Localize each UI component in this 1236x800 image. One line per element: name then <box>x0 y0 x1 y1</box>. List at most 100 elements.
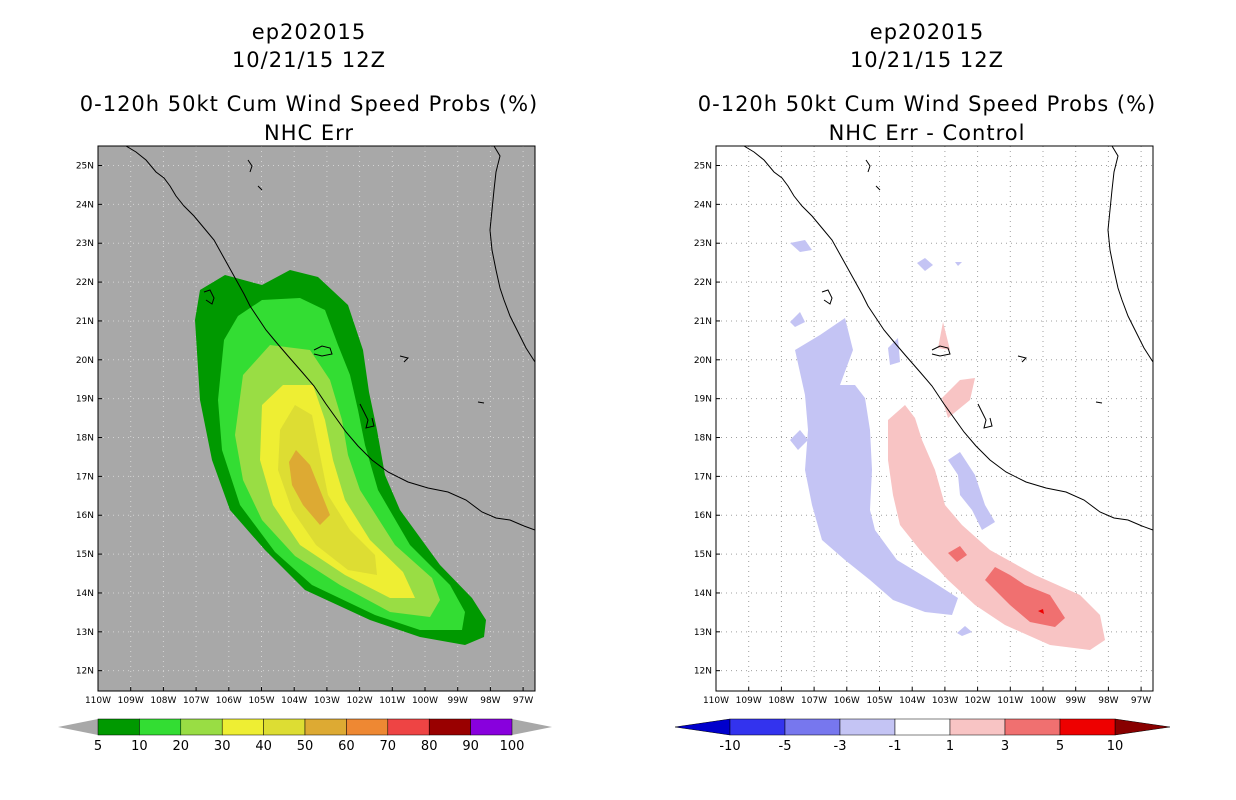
island-outline <box>977 403 993 429</box>
colorbar-label: -5 <box>779 739 792 754</box>
lon-tick-label: 98W <box>480 696 500 706</box>
colorbar-swatch <box>839 718 896 736</box>
colorbar-extend-low <box>674 718 731 736</box>
lat-tick-label: 15N <box>76 550 94 560</box>
diff-pos-3to5-blob <box>948 546 967 562</box>
lat-tick-label: 16N <box>76 511 94 521</box>
colorbar-label: 5 <box>94 739 102 754</box>
island-outline <box>875 185 881 191</box>
lat-tick-label: 14N <box>76 589 94 599</box>
lon-tick-label: 105W <box>866 696 892 706</box>
lon-tick-label: 102W <box>965 696 991 706</box>
colorbar-label: 40 <box>255 739 272 754</box>
island-outline <box>931 345 951 357</box>
island-outline <box>257 185 263 191</box>
prob-40-contour <box>278 405 377 575</box>
coastline-segment <box>743 146 1153 531</box>
diff-neg-blob-4 <box>790 312 805 327</box>
lat-tick-label: 24N <box>694 200 712 210</box>
colorbar-label: -10 <box>719 739 740 754</box>
lon-tick-label: 104W <box>899 696 925 706</box>
lon-tick-label: 109W <box>118 696 144 706</box>
lat-tick-label: 13N <box>76 628 94 638</box>
colorbar-swatch <box>387 718 430 736</box>
left-map-frame <box>97 145 536 692</box>
colorbar-label: 10 <box>1107 739 1124 754</box>
island-outline <box>359 403 375 429</box>
coastline-segment <box>716 44 734 100</box>
left-colorbar: 5 10 20 30 40 50 60 70 80 90 100 <box>58 718 552 754</box>
island-outline <box>313 345 333 357</box>
coastline-segment <box>1107 146 1153 363</box>
colorbar-label: 90 <box>462 739 479 754</box>
right-title-product: 0-120h 50kt Cum Wind Speed Probs (%) <box>697 92 1157 116</box>
diff-pos-blob-2 <box>942 378 975 418</box>
lon-tick-label: 102W <box>347 696 373 706</box>
colorbar-swatch <box>894 718 951 736</box>
colorbar-label: -1 <box>889 739 902 754</box>
right-map-frame <box>715 145 1154 692</box>
lon-tick-label: 97W <box>1131 696 1151 706</box>
right-title-subtitle: NHC Err - Control <box>828 121 1026 145</box>
lat-tick-label: 23N <box>76 239 94 249</box>
diff-neg-blob-8 <box>957 626 972 636</box>
right-title-storm-id: ep202015 <box>869 20 985 44</box>
lat-tick-label: 16N <box>694 511 712 521</box>
colorbar-label: 30 <box>214 739 231 754</box>
lon-tick-label: 101W <box>997 696 1023 706</box>
colorbar-label: 20 <box>173 739 190 754</box>
diff-neg-blob-6 <box>790 430 808 450</box>
lat-tick-label: 24N <box>76 200 94 210</box>
lon-tick-label: 107W <box>801 696 827 706</box>
diff-neg-blob-1 <box>790 240 812 252</box>
lat-tick-label: 17N <box>76 472 94 482</box>
colorbar-label: 5 <box>1056 739 1064 754</box>
diff-neg-blob-3 <box>955 262 962 266</box>
right-colorbar: -10 -5 -3 -1 1 3 5 10 <box>674 718 1171 754</box>
lon-tick-label: 97W <box>513 696 533 706</box>
prob-50-contour <box>289 450 330 525</box>
lat-tick-label: 25N <box>694 162 712 172</box>
lat-tick-label: 12N <box>694 667 712 677</box>
colorbar-swatch <box>949 718 1006 736</box>
diff-neg-main-contour <box>795 318 958 615</box>
island-outline <box>865 159 871 173</box>
lon-tick-label: 107W <box>183 696 209 706</box>
lon-tick-label: 101W <box>379 696 405 706</box>
lon-tick-label: 104W <box>281 696 307 706</box>
coastline-segment <box>489 146 535 363</box>
colorbar-label: 1 <box>946 739 954 754</box>
colorbar-swatch <box>470 718 513 736</box>
colorbar-swatch <box>221 718 264 736</box>
diff-pos-5to10-dot <box>1038 609 1044 614</box>
right-title-date: 10/21/15 12Z <box>849 48 1005 72</box>
island-outline <box>477 401 485 404</box>
coastline-segment <box>98 44 116 100</box>
colorbar-swatch <box>139 718 182 736</box>
diff-pos-main-contour <box>888 405 1105 650</box>
colorbar-extend-low <box>58 719 98 735</box>
island-outline <box>203 289 215 305</box>
left-title-storm-id: ep202015 <box>251 20 367 44</box>
lon-tick-label: 98W <box>1098 696 1118 706</box>
colorbar-swatch <box>1059 718 1116 736</box>
island-outline <box>399 355 409 363</box>
coastline-segment <box>125 146 535 531</box>
colorbar-label: 10 <box>131 739 148 754</box>
left-axis-labels: 25N 24N 23N 22N 21N 20N 19N 18N 17N 16N 15N 14N 13N 1… <box>76 162 534 707</box>
colorbar-swatch <box>180 718 223 736</box>
lat-tick-label: 19N <box>76 395 94 405</box>
island-outline <box>1017 355 1027 363</box>
right-axis-labels: 25N 24N 23N 22N 21N 20N 19N 18N 17N 16N 15N 14N 13N 1… <box>694 162 1152 707</box>
colorbar-swatch <box>784 718 841 736</box>
island-outline <box>247 159 253 173</box>
lat-tick-label: 20N <box>694 356 712 366</box>
colorbar-label: 50 <box>297 739 314 754</box>
lat-tick-label: 22N <box>694 278 712 288</box>
diff-neg-blob-2 <box>917 258 933 271</box>
diff-neg-blob-7 <box>948 452 995 530</box>
colorbar-label: 80 <box>421 739 438 754</box>
colorbar-label: 3 <box>1001 739 1009 754</box>
lon-tick-label: 106W <box>216 696 242 706</box>
